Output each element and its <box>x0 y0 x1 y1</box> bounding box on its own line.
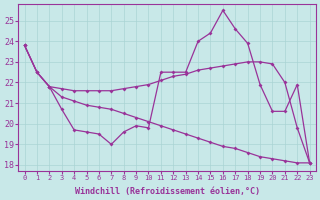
X-axis label: Windchill (Refroidissement éolien,°C): Windchill (Refroidissement éolien,°C) <box>75 187 260 196</box>
